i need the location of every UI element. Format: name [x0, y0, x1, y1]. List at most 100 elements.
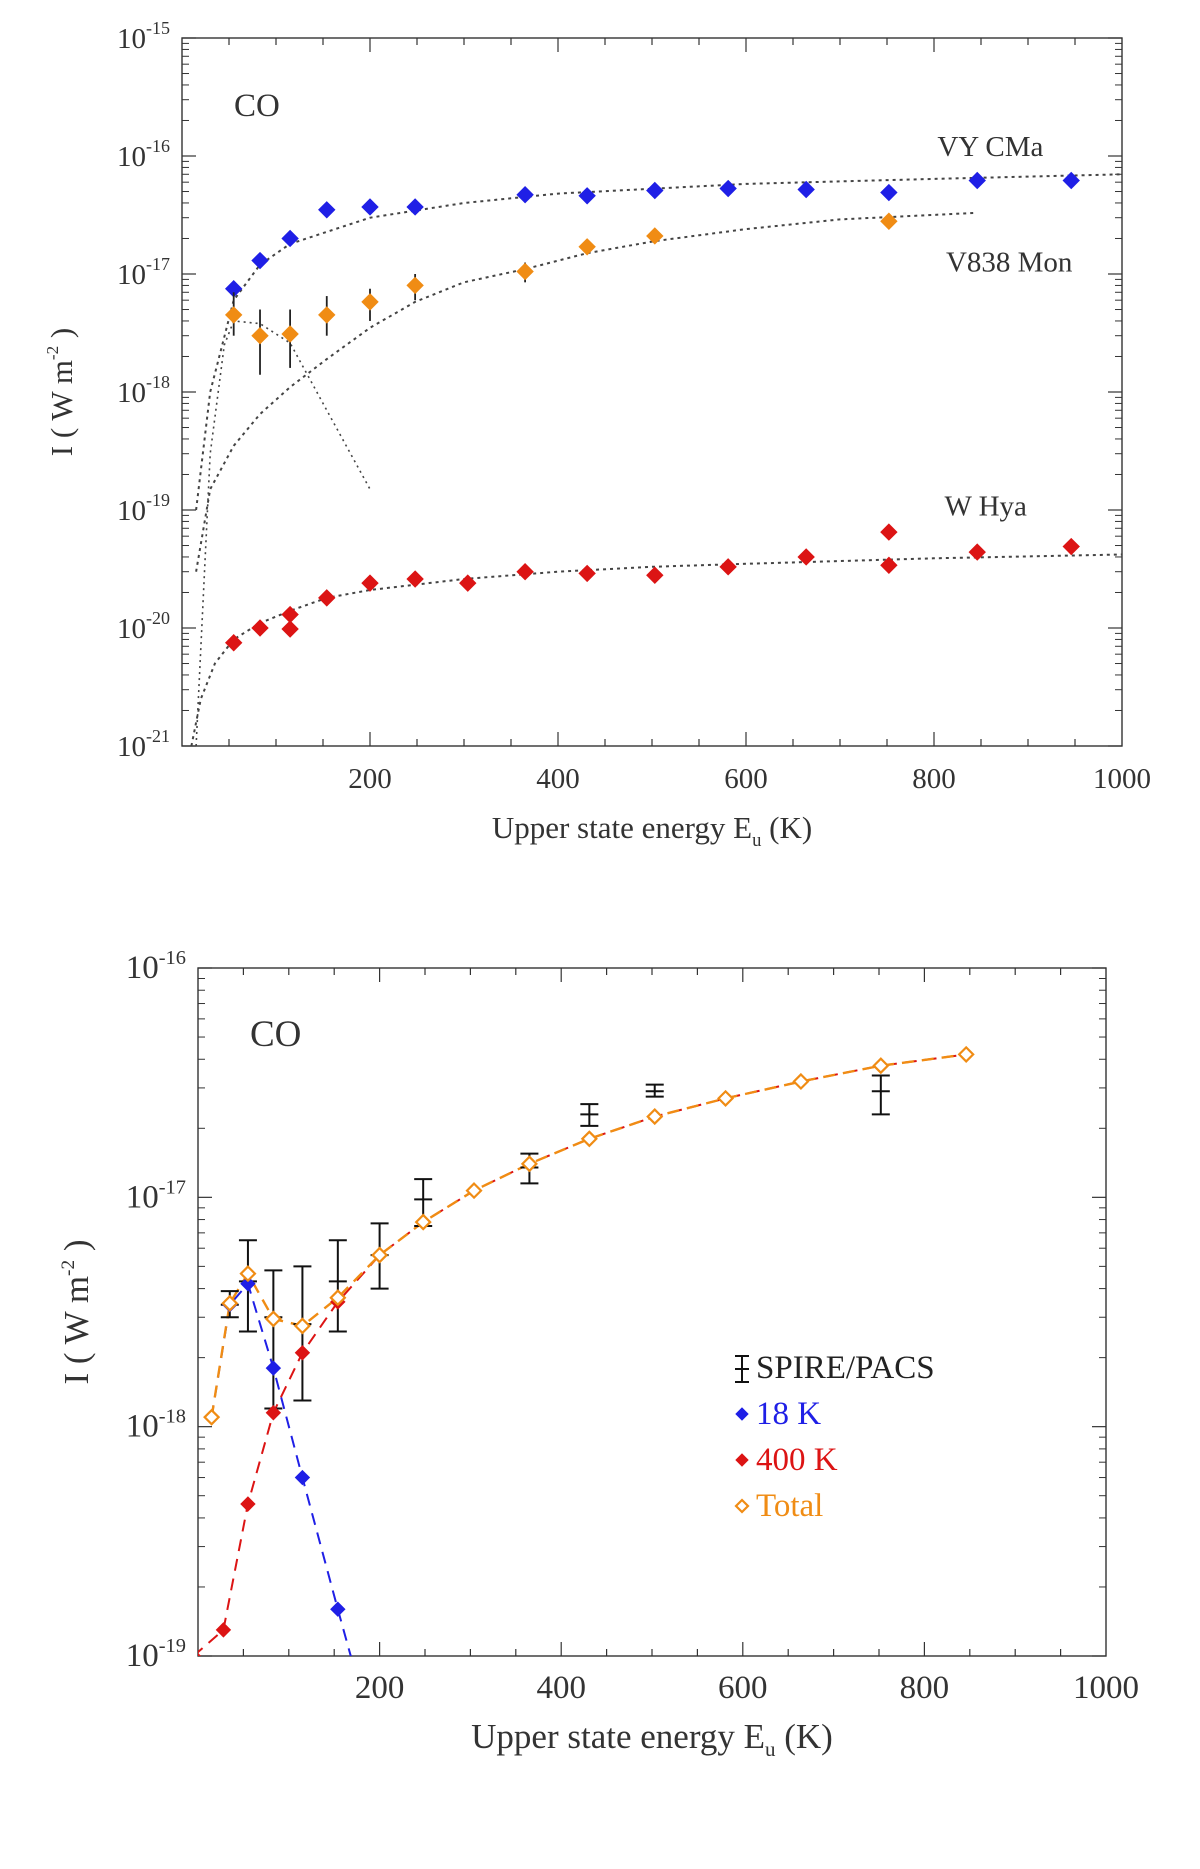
y-tick-label: 10-19 [126, 1635, 186, 1674]
data-point-18k [265, 1360, 282, 1376]
y-tick-label: 10-19 [117, 490, 170, 527]
data-point-total [239, 1265, 257, 1283]
data-point-v838-mon [646, 227, 664, 245]
x-tick-label: 200 [355, 1670, 405, 1706]
data-point-total [264, 1310, 282, 1328]
y-tick-label: 10-18 [126, 1406, 186, 1445]
data-point-v838-mon [318, 306, 336, 324]
data-point-v838-mon [578, 238, 596, 256]
top-plot-area [190, 171, 1122, 746]
data-point-vy-cma [797, 180, 815, 199]
x-tick-label: 600 [718, 1670, 768, 1706]
data-point-v838-mon [281, 325, 299, 343]
y-tick-label: 10-18 [117, 372, 170, 409]
legend-marker-18-k [735, 1407, 749, 1421]
y-tick-label: 10-16 [117, 136, 170, 173]
y-axis-label: I ( W m-2 ) [43, 328, 79, 456]
data-point-total [465, 1182, 483, 1200]
legend: SPIRE/PACS 18 K 400 K Total [734, 1350, 935, 1524]
x-tick-label: 800 [900, 1670, 950, 1706]
data-point-w-hya [459, 574, 477, 592]
plot-frame [197, 967, 1107, 1657]
legend-label: Total [756, 1488, 823, 1524]
data-point-w-hya [578, 564, 596, 583]
y-tick-label: 10-16 [126, 947, 186, 986]
data-point-total [957, 1045, 975, 1063]
data-point-w-hya [719, 558, 737, 576]
data-point-w-hya [406, 570, 424, 588]
co-annotation: CO [250, 1014, 301, 1055]
legend-marker-total [734, 1498, 750, 1514]
data-point-total [293, 1317, 311, 1335]
data-point-total [371, 1246, 389, 1264]
data-point-400k [198, 1652, 202, 1656]
data-point-w-hya [880, 556, 898, 574]
x-tick-label: 400 [536, 763, 580, 795]
data-point-total [203, 1408, 221, 1426]
data-point-vy-cma [578, 187, 596, 205]
series-label-v838-mon: V838 Mon [946, 246, 1073, 278]
fit-curve-v838-mon [195, 211, 978, 572]
data-point-w-hya [968, 543, 986, 561]
data-point-w-hya [361, 574, 379, 592]
data-point-total [646, 1108, 664, 1126]
x-tick-label: 600 [724, 763, 768, 795]
x-tick-label: 400 [536, 1670, 586, 1706]
curve-total [210, 1053, 967, 1418]
data-point-w-hya [281, 605, 299, 624]
y-axis-label: I ( W m-2 ) [57, 1239, 96, 1384]
legend-label: SPIRE/PACS [756, 1350, 935, 1386]
data-point-total [221, 1294, 239, 1312]
y-tick-label: 10-21 [117, 726, 170, 763]
data-point-v838-mon [880, 212, 898, 230]
data-point-total [520, 1155, 538, 1173]
data-point-total [792, 1072, 810, 1091]
legend-label: 18 K [756, 1396, 821, 1432]
series-label-w-hya: W Hya [944, 490, 1027, 522]
data-point-vy-cma [406, 198, 424, 216]
data-point-w-hya [880, 523, 898, 541]
data-point-v838-mon [406, 276, 424, 295]
co-annotation: CO [234, 88, 280, 124]
data-point-total [716, 1089, 735, 1107]
data-point-vy-cma [361, 198, 379, 216]
data-point-vy-cma [1062, 171, 1080, 190]
fit-curve-vy-cma [195, 173, 1122, 511]
y-tick-label: 10-17 [126, 1176, 186, 1215]
data-point-total [580, 1130, 598, 1148]
data-point-total [872, 1057, 890, 1075]
data-point-vy-cma [646, 181, 664, 200]
data-point-w-hya [281, 620, 299, 638]
data-point-18k [240, 1276, 256, 1292]
data-point-total [414, 1213, 432, 1231]
bottom-panel: 200 400 600 800 1000 10-19 10-18 10-17 10-16 Uppe… [57, 947, 1139, 1761]
data-point-vy-cma [318, 201, 336, 219]
x-axis-label: Upper state energy Eu (K) [471, 1717, 833, 1761]
y-tick-label: 10-17 [117, 254, 170, 291]
data-point-vy-cma [251, 251, 269, 270]
x-axis-label: Upper state energy Eu (K) [492, 810, 812, 851]
fit-curve-w-hya [190, 553, 1122, 746]
series-label-vy-cma: VY CMa [937, 131, 1043, 163]
data-point-total [329, 1289, 347, 1307]
data-point-w-hya [797, 548, 815, 566]
data-point-vy-cma [281, 229, 299, 248]
x-tick-label: 800 [912, 763, 956, 795]
y-tick-label: 10-20 [117, 608, 170, 645]
legend-label: 400 K [756, 1442, 838, 1478]
data-point-vy-cma [719, 179, 737, 198]
data-point-18k [330, 1601, 346, 1617]
x-tick-label: 1000 [1093, 763, 1151, 795]
data-point-400k [215, 1622, 232, 1638]
data-point-w-hya [318, 589, 336, 607]
bottom-plot-area [198, 1045, 975, 1656]
curve-18k [210, 1281, 352, 1656]
fit-curve-cold [195, 320, 371, 746]
data-point-v838-mon [361, 293, 379, 311]
data-point-w-hya [251, 619, 269, 637]
data-point-w-hya [646, 566, 664, 584]
data-point-w-hya [224, 634, 243, 652]
data-point-v838-mon [251, 326, 269, 345]
